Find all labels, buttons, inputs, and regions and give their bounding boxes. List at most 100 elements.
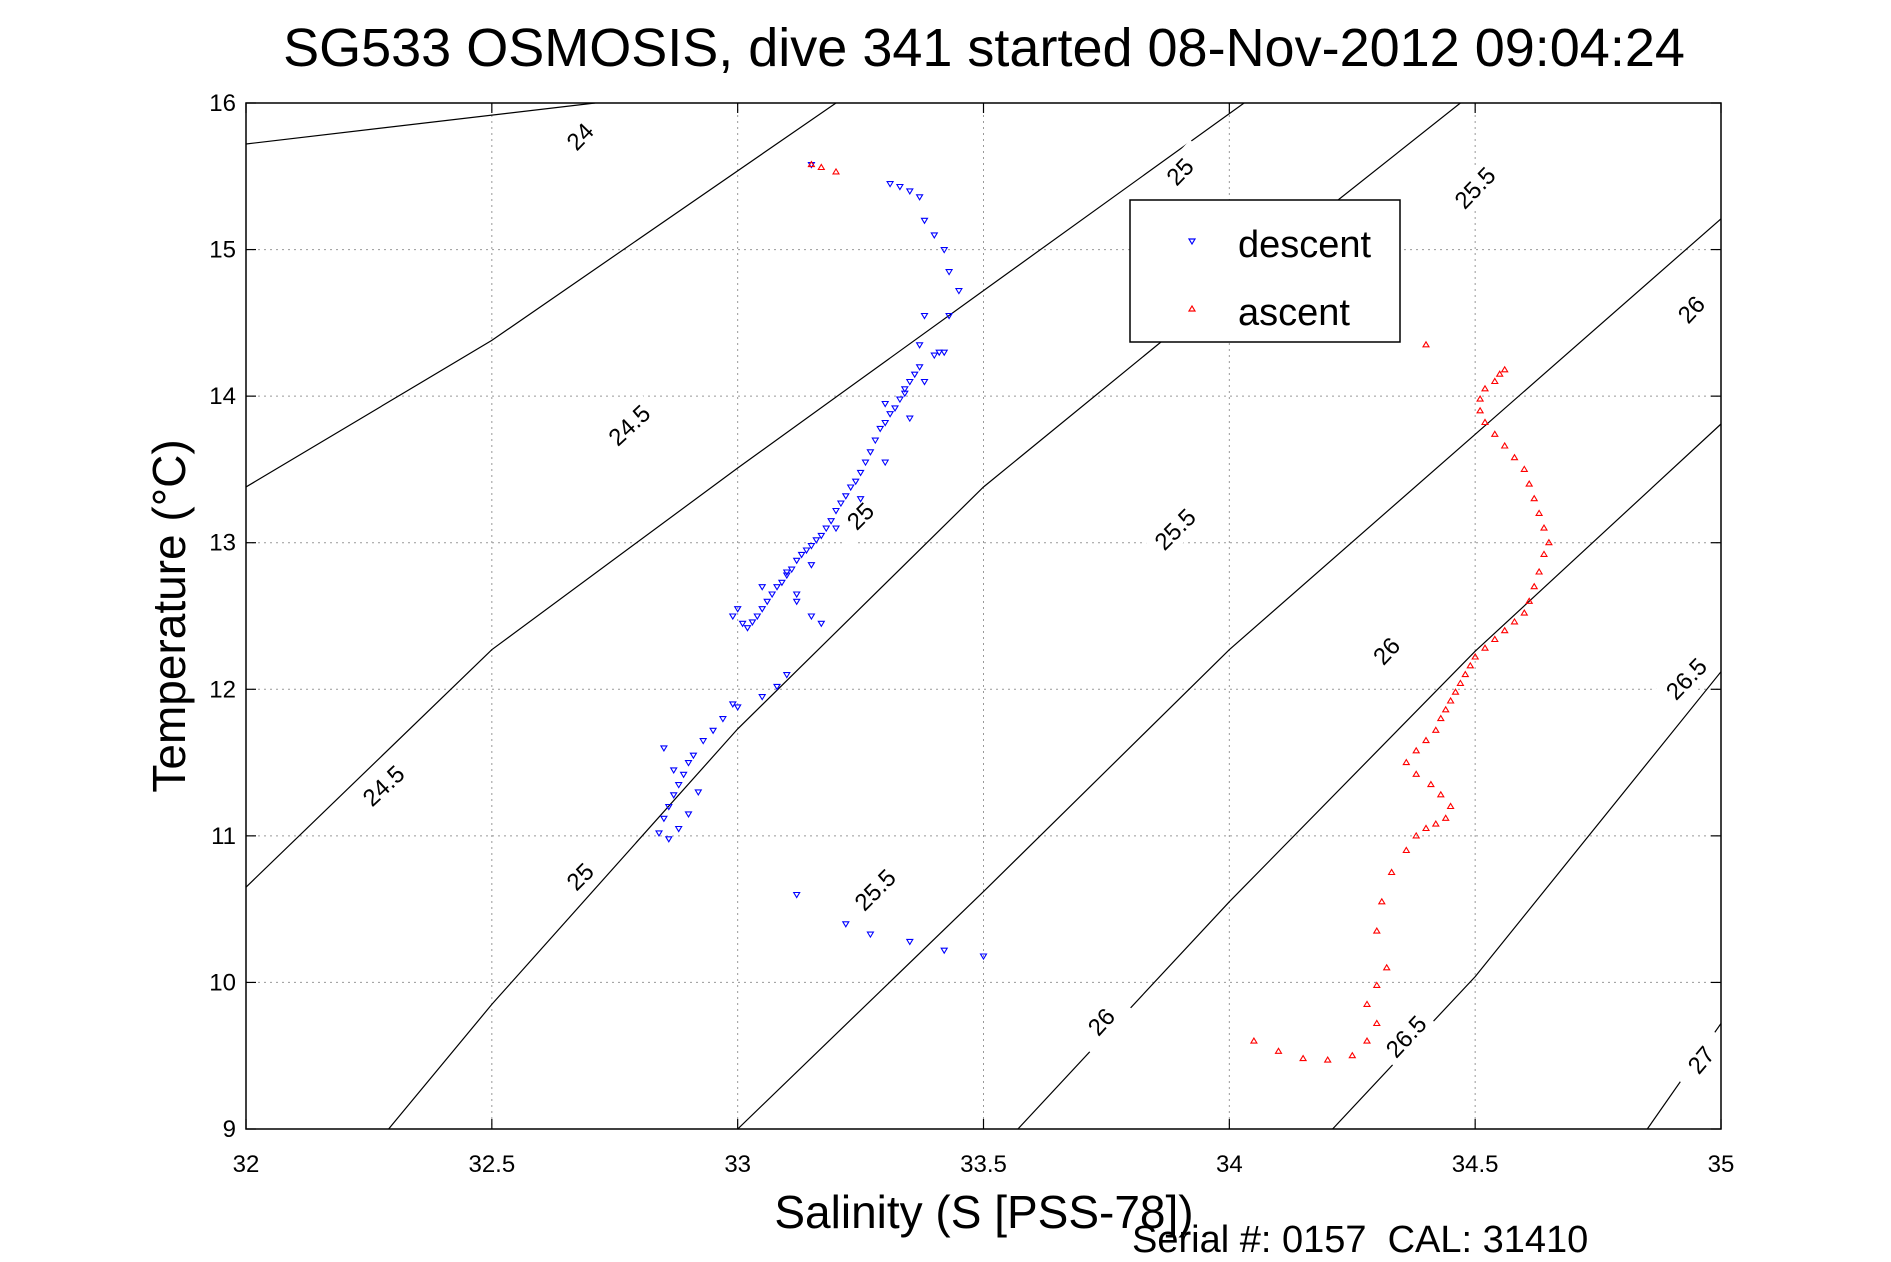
ascent-point-51: [1520, 465, 1529, 472]
descent-point-37: [802, 547, 811, 555]
descent-point-34: [817, 532, 826, 540]
descent-point-45: [763, 598, 772, 606]
descent-point-31: [832, 507, 840, 515]
descent-point-50: [738, 620, 747, 628]
density-contour-labels: 2424.524.525252525.525.525.526262626.526…: [351, 104, 1733, 1093]
ascent-point-26: [1412, 746, 1421, 754]
descent-point-30: [836, 500, 845, 508]
descent-point-54: [782, 569, 791, 577]
x-tick-label-5: 34.5: [1452, 1151, 1499, 1178]
ascent-point-42: [1525, 597, 1534, 604]
ascent-point-19: [1431, 820, 1440, 827]
descent-point-44: [768, 591, 777, 599]
descent-point-68: [679, 771, 688, 779]
descent-point-23: [871, 437, 880, 445]
descent-point-3: [905, 188, 914, 195]
contour-label-bg-9: [1070, 989, 1133, 1055]
descent-point-69: [674, 782, 683, 789]
descent-point-74: [664, 836, 673, 843]
ascent-point-34: [1461, 670, 1470, 678]
descent-point-81: [841, 921, 850, 928]
density-contour-24: [246, 103, 596, 145]
descent-point-16: [905, 378, 914, 386]
ascent-point-12: [1382, 963, 1391, 971]
contour-label-11: 26: [1660, 277, 1723, 342]
descent-point-85: [979, 953, 988, 961]
ascent-point-36: [1471, 652, 1480, 660]
ascent-point-58: [1481, 384, 1489, 392]
descent-point-19: [891, 405, 899, 412]
ascent-point-41: [1520, 609, 1529, 616]
x-axis-label: Salinity (S [PSS-78]): [774, 1186, 1193, 1238]
descent-point-92: [881, 459, 890, 467]
y-tick-label-2: 11: [211, 823, 236, 850]
descent-point-82: [866, 931, 875, 939]
ascent-point-25: [1402, 758, 1411, 766]
ascent-point-8: [1363, 1037, 1371, 1044]
descent-point-80: [792, 891, 801, 899]
descent-point-46: [758, 606, 767, 613]
descent-point-5: [920, 217, 929, 225]
contour-label-bg-5: [1148, 139, 1212, 204]
contour-label-bg-14: [1670, 1027, 1733, 1093]
legend-marker-ascent: [1187, 304, 1197, 312]
series-ascent: [807, 160, 1553, 1063]
x-axis-ticks: 32 32.5 33 33.5 34 34.5 35: [233, 103, 1735, 1178]
descent-point-20: [886, 411, 895, 418]
ascent-point-17: [1412, 831, 1421, 839]
descent-point-84: [940, 947, 949, 955]
descent-point-86: [881, 400, 890, 408]
contour-label-bg-11: [1660, 277, 1723, 342]
ascent-point-44: [1535, 567, 1544, 575]
descent-point-89: [930, 352, 939, 360]
descent-point-79: [659, 745, 668, 752]
descent-point-24: [866, 449, 875, 456]
descent-point-36: [807, 543, 816, 550]
y-tick-label-7: 16: [209, 90, 236, 117]
descent-point-47: [753, 613, 762, 621]
descent-point-14: [915, 364, 924, 371]
ascent-point-56: [1476, 406, 1485, 414]
density-contour-25: [246, 103, 1245, 888]
descent-point-25: [861, 459, 870, 467]
descent-point-49: [743, 625, 752, 632]
y-tick-label-4: 13: [209, 530, 236, 557]
legend-label-ascent: ascent: [1238, 292, 1350, 334]
ascent-point-27: [1422, 736, 1430, 744]
descent-point-77: [694, 789, 703, 796]
descent-point-75: [674, 825, 683, 833]
x-tick-label-1: 32.5: [468, 1151, 515, 1178]
density-contour-27: [1332, 671, 1721, 1129]
x-tick-label-4: 34: [1216, 1151, 1243, 1178]
ascent-point-6: [1323, 1056, 1332, 1063]
contour-label-bg-13: [1654, 646, 1719, 712]
ascent-point-7: [1348, 1051, 1357, 1059]
y-tick-label-1: 10: [209, 969, 236, 996]
descent-point-71: [664, 803, 673, 811]
descent-point-83: [905, 938, 914, 946]
ascent-point-2: [832, 167, 840, 175]
descent-point-1: [886, 181, 895, 188]
descent-point-58: [782, 672, 791, 679]
contour-label-bg-6: [843, 858, 908, 922]
descent-point-96: [792, 591, 801, 599]
descent-point-59: [773, 683, 781, 691]
x-tick-label-6: 35: [1708, 1151, 1735, 1178]
descent-point-88: [920, 378, 929, 386]
x-tick-label-0: 32: [233, 1151, 260, 1178]
contour-label-bg-12: [1374, 1004, 1438, 1069]
ascent-point-1: [817, 163, 826, 171]
ascent-point-23: [1426, 780, 1435, 788]
ascent-point-18: [1422, 824, 1430, 832]
ascent-point-0: [807, 160, 816, 168]
descent-point-38: [797, 551, 806, 559]
descent-point-27: [851, 478, 860, 486]
descent-point-93: [856, 496, 865, 503]
descent-point-95: [807, 562, 816, 569]
ascent-point-9: [1372, 1019, 1381, 1027]
ascent-point-48: [1535, 509, 1544, 516]
descent-point-43: [773, 584, 781, 591]
ascent-point-35: [1466, 661, 1475, 669]
descent-point-15: [910, 371, 919, 379]
ascent-point-14: [1377, 897, 1386, 905]
